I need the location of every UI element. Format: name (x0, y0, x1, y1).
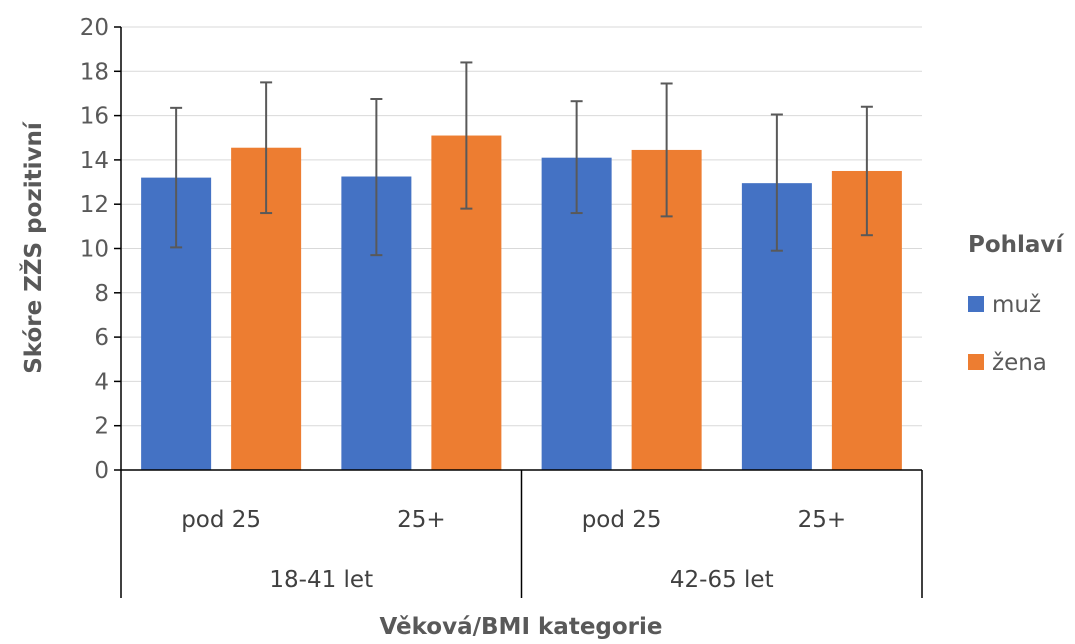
y-tick-label: 4 (94, 369, 109, 395)
bars (141, 135, 902, 470)
y-tick-label: 10 (80, 237, 109, 263)
x-category-label: 25+ (397, 507, 446, 533)
legend-title: Pohlaví (968, 232, 1064, 258)
x-category-label: pod 25 (582, 507, 662, 533)
y-tick-label: 12 (80, 192, 109, 218)
x-category-label: 25+ (798, 507, 847, 533)
legend-swatch (968, 296, 984, 312)
legend-label: žena (992, 350, 1047, 376)
x-axis-title: Věková/BMI kategorie (379, 614, 662, 640)
x-category-label: pod 25 (181, 507, 261, 533)
y-axis: 0 2 4 6 8 10 12 14 16 18 20 (80, 15, 122, 484)
y-tick-label: 0 (94, 458, 109, 484)
y-tick-label: 16 (80, 104, 109, 130)
x-axis: pod 25 25+ pod 25 25+ 18-41 let 42-65 let (120, 469, 923, 598)
y-tick-label: 14 (80, 148, 109, 174)
x-group-label: 18-41 let (269, 567, 373, 593)
y-tick-label: 6 (94, 325, 109, 351)
legend-label: muž (992, 292, 1041, 318)
y-tick-label: 8 (94, 281, 109, 307)
legend: Pohlaví muž žena (968, 232, 1064, 376)
legend-swatch (968, 354, 984, 370)
x-group-label: 42-65 let (670, 567, 774, 593)
error-bars (170, 61, 873, 257)
y-tick-label: 20 (80, 15, 109, 41)
y-tick-label: 2 (94, 414, 109, 440)
y-axis-title: Skóre ZŽS pozitivní (19, 121, 47, 374)
y-tick-label: 18 (80, 59, 109, 85)
